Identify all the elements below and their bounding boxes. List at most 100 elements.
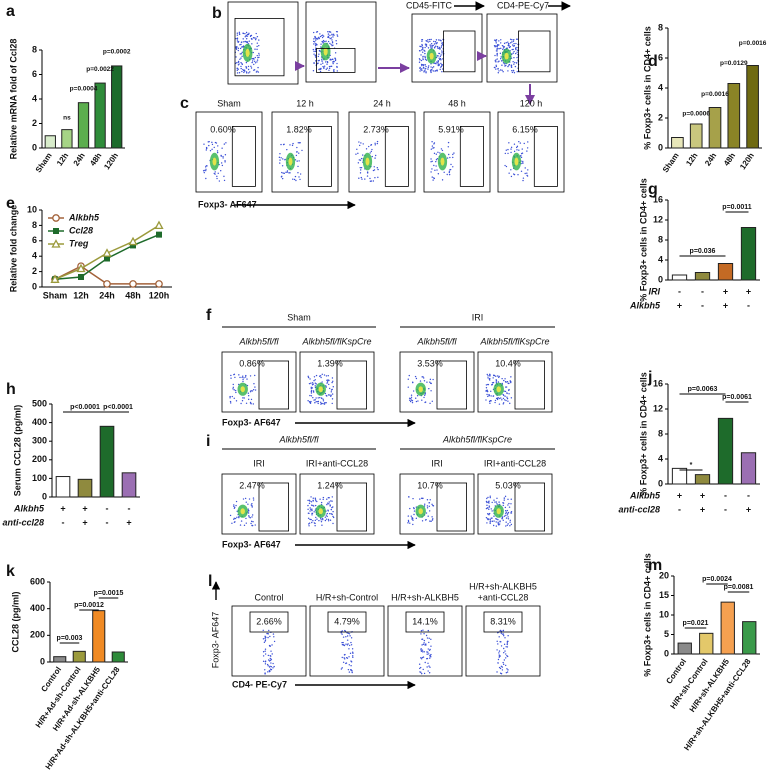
flow-dot xyxy=(408,496,410,498)
flow-dot xyxy=(507,640,509,643)
flow-dot xyxy=(235,46,238,48)
flow-dot xyxy=(415,377,418,380)
flow-dot xyxy=(216,175,218,178)
flow-dot xyxy=(503,379,505,382)
flow-dot xyxy=(421,649,424,651)
flow-dot xyxy=(502,504,504,507)
flow-dot xyxy=(497,375,499,377)
flow-dot xyxy=(241,46,243,48)
flow-dot xyxy=(318,53,320,55)
flow-dot xyxy=(246,33,249,36)
flow-dot xyxy=(325,40,327,42)
flow-dot xyxy=(427,515,429,517)
row-sign: - xyxy=(724,504,727,514)
flow-dot xyxy=(486,507,489,509)
flow-dot xyxy=(492,395,495,397)
flow-dot xyxy=(295,154,298,157)
flow-dot xyxy=(515,48,517,51)
flow-dot xyxy=(440,46,442,48)
flow-dot xyxy=(362,143,364,145)
flow-dot xyxy=(312,500,315,502)
flow-dot xyxy=(336,34,338,36)
flow-dot xyxy=(448,170,451,172)
flow-dot xyxy=(503,515,506,517)
flow-dot xyxy=(313,511,315,513)
flow-dot xyxy=(409,400,412,403)
flow-dot xyxy=(508,46,511,49)
flow-dot xyxy=(326,395,328,397)
gate xyxy=(307,126,332,187)
flow-dot xyxy=(500,47,502,50)
flow-dot xyxy=(432,378,434,381)
x-tick-label: 12h xyxy=(55,151,70,168)
flow-dot xyxy=(327,375,329,377)
y-tick-label: 4 xyxy=(658,254,663,264)
flow-dot xyxy=(485,399,487,401)
x-tick-label: 120h xyxy=(149,290,170,300)
flow-dot xyxy=(524,167,526,169)
flow-dot xyxy=(233,517,236,520)
plot-title: H/R+sh-Control xyxy=(316,592,378,602)
flow-dot xyxy=(489,522,491,525)
flow-dot xyxy=(499,42,502,44)
flow-dot xyxy=(251,390,254,392)
flow-core xyxy=(418,508,423,515)
flow-dot xyxy=(320,43,322,45)
flow-dot xyxy=(235,400,238,402)
panel-letter: a xyxy=(6,3,15,20)
flow-dot xyxy=(510,510,513,513)
flow-dot xyxy=(334,52,337,54)
flow-dot xyxy=(486,393,488,396)
flow-dot xyxy=(307,399,309,402)
flow-dot xyxy=(493,374,495,377)
flow-dot xyxy=(262,638,265,640)
flow-dot xyxy=(374,142,376,145)
flow-plot-frame xyxy=(387,605,463,677)
flow-dot xyxy=(308,525,310,527)
flow-dot xyxy=(229,400,232,403)
flow-dot xyxy=(439,55,442,58)
flow-dot xyxy=(329,31,331,33)
y-axis-label: Serum CCL28 (pg/ml) xyxy=(12,405,22,497)
y-tick-label: 4 xyxy=(32,251,37,261)
flow-dot xyxy=(318,519,320,522)
point xyxy=(102,248,112,257)
flow-dot xyxy=(420,671,422,674)
flow-dot xyxy=(223,179,226,182)
flow-dot xyxy=(503,497,506,499)
flow-dot xyxy=(326,498,328,500)
flow-dot xyxy=(495,381,497,383)
flow-dot xyxy=(412,517,414,520)
y-axis-label: % Foxp3+ cells in CD4+ cells xyxy=(642,26,652,150)
flow-dot xyxy=(424,58,427,61)
flow-dot xyxy=(500,641,502,643)
flow-dot xyxy=(497,381,500,383)
flow-dot xyxy=(319,33,321,35)
bar xyxy=(121,472,137,498)
flow-dot xyxy=(314,35,316,38)
flow-dot xyxy=(415,517,418,520)
flow-dot xyxy=(501,399,503,401)
flow-dot xyxy=(513,72,516,74)
flow-dot xyxy=(419,45,421,48)
flow-dot xyxy=(209,150,212,152)
flow-dot xyxy=(372,180,375,182)
flow-dot xyxy=(452,166,454,168)
flow-dot xyxy=(502,47,505,49)
flow-dot xyxy=(370,143,373,146)
flow-dot xyxy=(421,68,423,70)
flow-dot xyxy=(426,381,428,383)
flow-dot xyxy=(359,169,362,171)
flow-dot xyxy=(309,510,311,512)
point xyxy=(104,255,110,262)
flow-dot xyxy=(240,61,242,64)
flow-dot xyxy=(327,394,330,396)
flow-dot xyxy=(497,522,499,525)
flow-dot xyxy=(485,516,488,519)
bar xyxy=(694,272,711,281)
flow-dot xyxy=(239,58,241,61)
flow-dot xyxy=(497,643,499,645)
flow-dot xyxy=(221,164,224,167)
flow-dot xyxy=(312,396,314,399)
flow-dot xyxy=(418,663,421,665)
